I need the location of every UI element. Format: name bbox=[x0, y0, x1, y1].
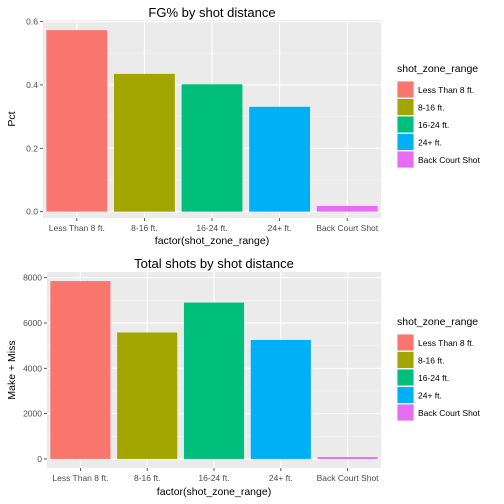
y-tick-label: 6000 bbox=[23, 318, 42, 328]
y-axis-label: Pct bbox=[6, 111, 18, 126]
x-tick-label: Back Court Shot bbox=[317, 473, 380, 483]
x-tick-label: Back Court Shot bbox=[316, 223, 379, 233]
legend-swatch bbox=[397, 352, 414, 368]
legend-swatch bbox=[397, 116, 414, 133]
legend-swatch bbox=[397, 134, 414, 150]
x-tick-label: 16-24 ft. bbox=[198, 473, 229, 483]
legend-label: 16-24 ft. bbox=[418, 120, 449, 130]
legend-swatch bbox=[397, 99, 414, 115]
x-tick-label: 8-16 ft. bbox=[134, 473, 160, 483]
y-tick-label: 4000 bbox=[23, 363, 42, 373]
legend-label: 8-16 ft. bbox=[418, 103, 444, 113]
y-tick-label: 0.2 bbox=[26, 143, 38, 153]
bar-back-court-shot bbox=[316, 205, 378, 212]
y-tick-label: 0.4 bbox=[26, 80, 38, 90]
legend-swatch bbox=[397, 369, 414, 386]
x-axis-label: factor(shot_zone_range) bbox=[155, 235, 269, 247]
bar-16-24-ft bbox=[183, 302, 245, 459]
y-tick-label: 0.6 bbox=[26, 17, 38, 27]
bar-less-than-8-ft bbox=[46, 30, 108, 212]
legend-label: Less Than 8 ft. bbox=[418, 85, 474, 95]
legend-label: 24+ ft. bbox=[418, 138, 442, 148]
chart-title: Total shots by shot distance bbox=[134, 256, 294, 271]
legend-label: 8-16 ft. bbox=[418, 356, 444, 366]
legend-swatch bbox=[397, 404, 414, 421]
x-tick-label: 8-16 ft. bbox=[131, 223, 157, 233]
bar-8-16-ft bbox=[117, 332, 178, 459]
legend-label: 16-24 ft. bbox=[418, 373, 449, 383]
y-tick-label: 0 bbox=[37, 454, 42, 464]
x-tick-label: Less Than 8 ft. bbox=[52, 473, 108, 483]
legend: shot_zone_range Less Than 8 ft. 8-16 ft. 16… bbox=[397, 316, 481, 421]
bar-back-court-shot bbox=[317, 457, 378, 459]
x-tick-label: Less Than 8 ft. bbox=[49, 223, 105, 233]
legend-label: Less Than 8 ft. bbox=[418, 338, 474, 348]
legend: shot_zone_range Less Than 8 ft. 8-16 ft. 16… bbox=[397, 63, 481, 168]
y-tick-label: 0.0 bbox=[26, 207, 38, 217]
bar-16-24-ft bbox=[181, 84, 243, 212]
x-tick-label: 24+ ft. bbox=[268, 223, 292, 233]
legend-label: Back Court Shot bbox=[418, 155, 481, 165]
y-tick-label: 2000 bbox=[23, 409, 42, 419]
bar-8-16-ft bbox=[113, 73, 175, 212]
chart-panel-2: 0 2000 4000 6000 8000 Less Than 8 ft. 8-16 ft.… bbox=[6, 256, 481, 498]
legend-swatch bbox=[397, 81, 414, 98]
bar-24-ft bbox=[249, 106, 311, 212]
bar-24-ft bbox=[250, 339, 311, 459]
legend-title: shot_zone_range bbox=[397, 63, 478, 75]
x-tick-label: 24+ ft. bbox=[269, 473, 293, 483]
legend-label: Back Court Shot bbox=[418, 408, 481, 418]
legend-label: 24+ ft. bbox=[418, 391, 442, 401]
legend-swatch bbox=[397, 387, 414, 403]
x-axis-label: factor(shot_zone_range) bbox=[157, 486, 271, 498]
legend-swatch bbox=[397, 334, 414, 351]
chart-panel-1: 0.0 0.2 0.4 0.6 Less Than 8 ft. 8-16 ft. 16-24… bbox=[6, 5, 481, 247]
legend-title: shot_zone_range bbox=[397, 316, 478, 328]
chart-title: FG% by shot distance bbox=[148, 5, 275, 20]
y-axis-label: Make + Miss bbox=[6, 340, 18, 399]
bar-less-than-8-ft bbox=[50, 281, 111, 459]
legend-swatch bbox=[397, 151, 414, 168]
x-tick-label: 16-24 ft. bbox=[196, 223, 227, 233]
y-tick-label: 8000 bbox=[23, 273, 42, 283]
